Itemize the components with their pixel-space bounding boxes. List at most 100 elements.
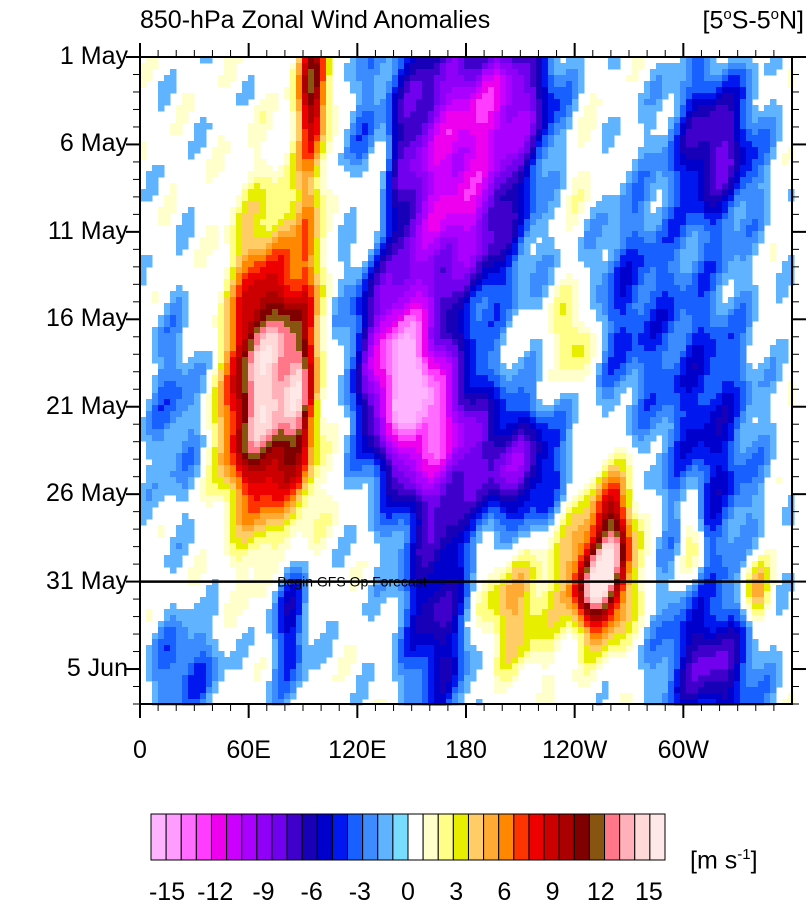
field-cell: [650, 345, 657, 352]
field-cell: [434, 351, 441, 358]
field-cell: [518, 195, 525, 202]
field-cell: [734, 75, 741, 82]
field-cell: [302, 141, 309, 148]
field-cell: [254, 339, 261, 346]
field-cell: [296, 387, 303, 394]
field-cell: [368, 333, 375, 340]
field-cell: [506, 129, 513, 136]
field-cell: [692, 237, 699, 244]
field-cell: [236, 327, 243, 334]
field-cell: [434, 333, 441, 340]
field-cell: [524, 387, 531, 394]
field-cell: [386, 297, 393, 304]
field-cell: [266, 279, 273, 286]
field-cell: [686, 201, 693, 208]
field-cell: [380, 129, 387, 136]
field-cell: [746, 57, 753, 64]
field-cell: [410, 351, 417, 358]
field-cell: [266, 309, 273, 316]
field-cell: [302, 273, 309, 280]
field-cell: [584, 249, 591, 256]
field-cell: [746, 183, 753, 190]
field-cell: [542, 207, 549, 214]
field-cell: [476, 315, 483, 322]
field-cell: [680, 177, 687, 184]
field-cell: [590, 339, 597, 346]
field-cell: [272, 183, 279, 190]
field-cell: [404, 183, 411, 190]
field-cell: [638, 363, 645, 370]
field-cell: [224, 369, 231, 376]
field-cell: [338, 333, 345, 340]
field-cell: [296, 333, 303, 340]
field-cell: [524, 267, 531, 274]
field-cell: [632, 279, 639, 286]
field-cell: [470, 69, 477, 76]
field-cell: [452, 93, 459, 100]
field-cell: [572, 333, 579, 340]
field-cell: [782, 291, 789, 298]
field-cell: [674, 315, 681, 322]
field-cell: [674, 405, 681, 412]
field-cell: [338, 153, 345, 160]
field-cell: [554, 249, 561, 256]
field-cell: [632, 195, 639, 202]
field-cell: [284, 237, 291, 244]
field-cell: [518, 183, 525, 190]
field-cell: [368, 99, 375, 106]
field-cell: [164, 327, 171, 334]
field-cell: [680, 159, 687, 166]
field-cell: [656, 369, 663, 376]
field-cell: [260, 123, 267, 130]
field-cell: [500, 375, 507, 382]
field-cell: [590, 333, 597, 340]
field-cell: [290, 75, 297, 82]
field-cell: [416, 57, 423, 64]
field-cell: [740, 159, 747, 166]
field-cell: [734, 57, 741, 64]
field-cell: [470, 405, 477, 412]
field-cell: [416, 357, 423, 364]
field-cell: [446, 69, 453, 76]
field-cell: [302, 357, 309, 364]
field-cell: [422, 225, 429, 232]
field-cell: [602, 219, 609, 226]
field-cell: [182, 399, 189, 406]
field-cell: [392, 345, 399, 352]
field-cell: [326, 147, 333, 154]
field-cell: [380, 345, 387, 352]
field-cell: [344, 135, 351, 142]
field-cell: [398, 249, 405, 256]
field-cell: [308, 327, 315, 334]
field-cell: [554, 363, 561, 370]
field-cell: [470, 99, 477, 106]
field-cell: [296, 177, 303, 184]
field-cell: [614, 363, 621, 370]
field-cell: [428, 375, 435, 382]
field-cell: [440, 249, 447, 256]
field-cell: [218, 153, 225, 160]
field-cell: [416, 417, 423, 424]
field-cell: [518, 369, 525, 376]
field-cell: [422, 123, 429, 130]
field-cell: [200, 357, 207, 364]
field-cell: [314, 261, 321, 268]
field-cell: [572, 411, 579, 418]
field-cell: [458, 255, 465, 262]
field-cell: [266, 303, 273, 310]
field-cell: [656, 63, 663, 70]
field-cell: [398, 135, 405, 142]
field-cell: [302, 123, 309, 130]
field-cell: [446, 231, 453, 238]
field-cell: [668, 315, 675, 322]
field-cell: [284, 291, 291, 298]
field-cell: [464, 219, 471, 226]
field-cell: [524, 357, 531, 364]
field-cell: [728, 405, 735, 412]
field-cell: [482, 201, 489, 208]
field-cell: [446, 171, 453, 178]
field-cell: [494, 207, 501, 214]
field-cell: [566, 219, 573, 226]
field-cell: [470, 147, 477, 154]
field-cell: [614, 279, 621, 286]
